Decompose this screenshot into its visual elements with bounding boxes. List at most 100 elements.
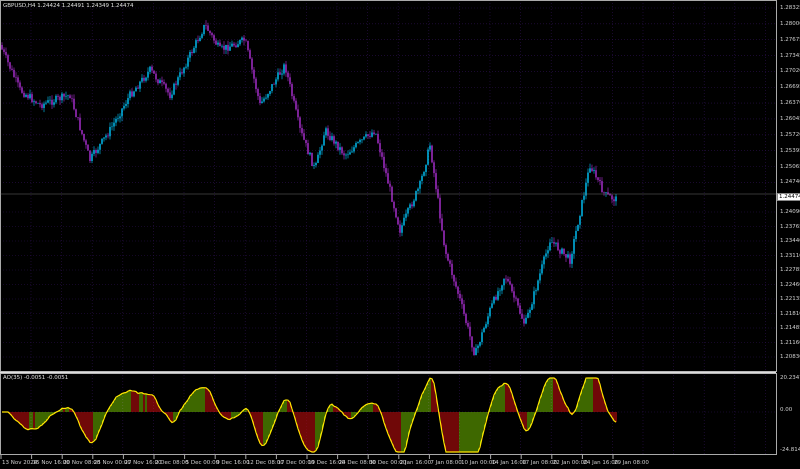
candle-body (519, 305, 521, 314)
candle-body (189, 51, 191, 58)
candle-body (55, 95, 57, 103)
candle-body (275, 79, 277, 85)
candle-body (357, 142, 359, 144)
candle-body (571, 253, 573, 264)
candle-body (497, 291, 499, 300)
candle-body (441, 218, 443, 231)
candle-body (217, 42, 219, 45)
price-tick-label: 1.23440 (780, 238, 800, 244)
candle-body (469, 326, 471, 337)
candle-body (335, 141, 337, 144)
candle-body (557, 242, 559, 251)
candle-body (9, 62, 11, 69)
candle-body (81, 130, 83, 134)
candle-body (341, 147, 343, 154)
candle-body (143, 77, 145, 81)
candle-body (137, 87, 139, 89)
candle-body (119, 116, 121, 119)
candle-body (349, 152, 351, 155)
time-tick-label: 24 Dec 08:00 (338, 460, 376, 466)
time-tick-label: 20 Nov 08:00 (63, 460, 101, 466)
candle-body (503, 278, 505, 286)
candle-body (241, 37, 243, 40)
time-tick-label: 7 Jan 08:00 (430, 460, 462, 466)
indicator-title: AO(35) -0.0051 -0.0051 (3, 375, 69, 381)
candle-body (97, 149, 99, 153)
candle-body (175, 83, 177, 85)
candle-body (239, 39, 241, 45)
time-tick-label: 17 Dec 00:00 (277, 460, 315, 466)
candle-body (377, 133, 379, 144)
candle-body (39, 103, 41, 105)
candle-body (221, 45, 223, 47)
candle-body (103, 137, 105, 139)
candle-body (567, 254, 569, 258)
candle-body (87, 144, 89, 151)
candle-body (21, 87, 23, 93)
candle-body (559, 250, 561, 254)
candle-body (163, 82, 165, 84)
candle-body (401, 225, 403, 233)
candle-body (181, 72, 183, 74)
candle-body (187, 57, 189, 67)
candle-body (115, 118, 117, 123)
candle-body (273, 84, 275, 85)
candle-body (421, 175, 423, 182)
candle-body (309, 152, 311, 155)
candle-body (29, 94, 31, 99)
price-tick-label: 1.26045 (780, 115, 800, 122)
candle-body (211, 33, 213, 36)
candle-body (321, 145, 323, 151)
candle-body (393, 201, 395, 209)
candle-body (583, 195, 585, 200)
candle-body (131, 91, 133, 97)
candle-body (93, 150, 95, 154)
price-tick-label: 1.22135 (780, 296, 800, 302)
candle-body (533, 291, 535, 305)
candle-body (397, 217, 399, 225)
candle-body (593, 170, 595, 171)
candle-body (31, 94, 33, 103)
candle-body (521, 313, 523, 319)
candle-body (375, 133, 377, 135)
candle-body (337, 141, 339, 150)
price-tick-label: 1.22460 (780, 281, 800, 288)
candle-body (423, 171, 425, 176)
candle-body (577, 224, 579, 231)
candle-body (233, 43, 235, 46)
candle-body (535, 290, 537, 292)
candle-body (603, 192, 605, 193)
candle-body (313, 165, 315, 166)
candle-body (263, 98, 265, 102)
candle-body (297, 109, 299, 118)
candle-body (285, 64, 287, 73)
candle-body (53, 102, 55, 105)
candle-body (191, 51, 193, 53)
candle-body (305, 139, 307, 144)
price-tick-label: 1.28000 (780, 20, 800, 27)
candle-body (95, 150, 97, 153)
candle-body (389, 183, 391, 187)
price-tick-label: 1.21485 (780, 325, 800, 331)
candle-body (329, 135, 331, 140)
candle-body (299, 117, 301, 128)
candle-body (537, 280, 539, 291)
candle-body (165, 83, 167, 89)
candle-body (371, 132, 373, 137)
candle-body (25, 94, 27, 97)
candle-body (77, 117, 79, 118)
candle-body (483, 327, 485, 333)
candle-body (105, 135, 107, 138)
time-tick-label: 13 Nov 2024 (2, 460, 38, 466)
candle-body (267, 94, 269, 98)
candle-body (71, 98, 73, 99)
candle-body (339, 147, 341, 150)
candle-body (509, 281, 511, 285)
candle-body (65, 95, 67, 97)
candle-body (523, 318, 525, 324)
current-price-label: 1.24474 (777, 193, 800, 201)
candle-body (243, 37, 245, 41)
candle-body (167, 88, 169, 93)
price-tick-label: 1.28325 (780, 5, 800, 11)
